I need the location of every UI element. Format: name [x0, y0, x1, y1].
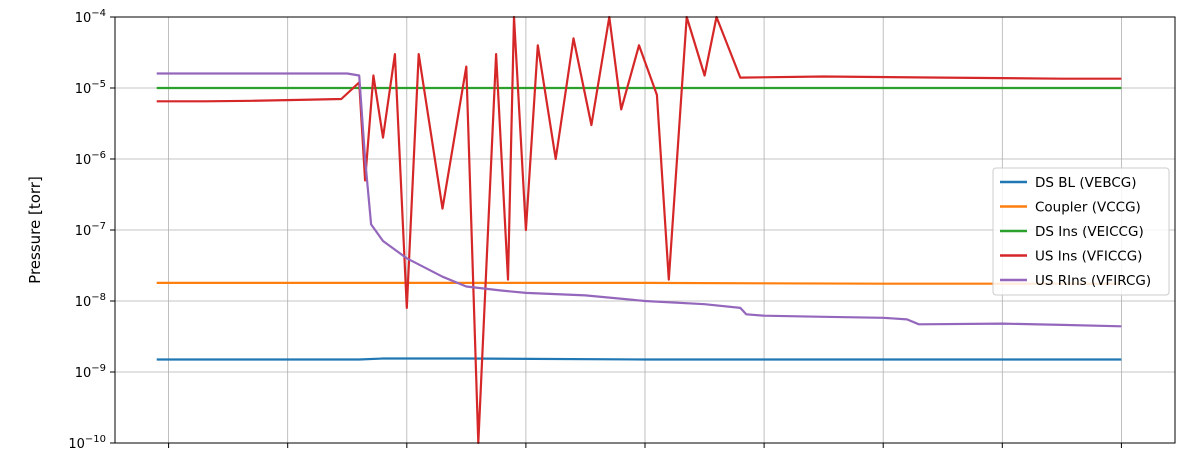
- legend-entry-label: Coupler (VCCG): [1035, 200, 1141, 216]
- legend-entry-label: DS BL (VEBCG): [1035, 175, 1137, 191]
- y-tick-label: 10−7: [75, 221, 106, 239]
- series-line-coupler-vccg: [156, 281, 1122, 285]
- series-line-us-ins-vficcg: [156, 15, 1122, 445]
- y-tick-label: 10−8: [75, 292, 106, 310]
- axis-ticks: 10−10 10−9 10−8 10−7 10−6 10−5 10−4: [68, 8, 1122, 452]
- y-tick-label: 10−5: [75, 79, 106, 97]
- legend-entry-label: DS Ins (VEICCG): [1035, 224, 1144, 240]
- y-tick-label: 10−9: [75, 363, 106, 381]
- legend-box: [992, 167, 1170, 296]
- y-axis-label: Pressure [torr]: [26, 176, 44, 284]
- series-line-us-rins-vfircg: [156, 72, 1122, 328]
- y-tick-label: 10−4: [75, 8, 106, 26]
- legend-entry-label: US Ins (VFICCG): [1035, 249, 1142, 265]
- y-tick-label: 10−10: [68, 434, 106, 452]
- series-lines: [156, 15, 1122, 445]
- legend-entry-label: US RIns (VFIRCG): [1035, 273, 1151, 289]
- y-tick-label: 10−6: [75, 150, 106, 168]
- series-line-ds-bl-vebcg: [156, 357, 1122, 361]
- legend: DS BL (VEBCG) Coupler (VCCG) DS Ins (VEICC…: [992, 167, 1170, 296]
